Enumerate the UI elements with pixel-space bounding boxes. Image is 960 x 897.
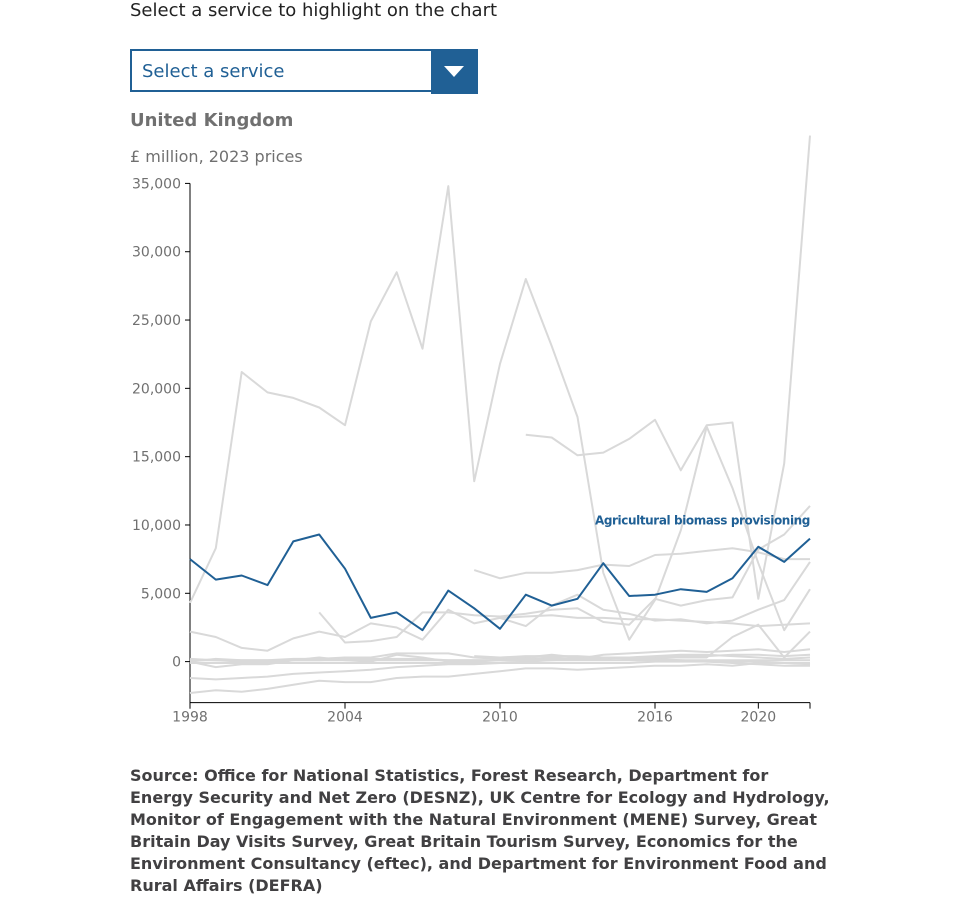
chevron-down-icon <box>444 66 464 77</box>
series-line <box>318 505 811 644</box>
y-tick-label: 0 <box>172 655 181 671</box>
x-axis: 1998 2004 2010 2016 2020 <box>172 702 811 726</box>
x-tick-label: 2020 <box>741 710 777 726</box>
highlighted-series-label: Agricultural biomass provisioning <box>595 514 810 528</box>
line-chart: 0 5,000 10,000 15,000 20,000 25,000 30,000 35,0… <box>132 135 811 726</box>
series-line <box>474 655 810 667</box>
select-prompt: Select a service to highlight on the cha… <box>130 0 498 21</box>
chart-lines <box>189 135 811 694</box>
y-tick-label: 5,000 <box>141 586 181 602</box>
select-value: Select a service <box>142 61 285 82</box>
service-select[interactable]: Select a service <box>130 49 478 94</box>
series-line <box>189 561 811 652</box>
x-tick-label: 2010 <box>482 710 518 726</box>
series-line <box>499 614 811 628</box>
series-line <box>525 135 811 600</box>
x-tick-label: 1998 <box>172 710 208 726</box>
y-tick-label: 35,000 <box>132 176 181 192</box>
y-axis: 0 5,000 10,000 15,000 20,000 25,000 30,000 35,0… <box>132 176 191 703</box>
x-tick-label: 2004 <box>327 710 363 726</box>
series-line <box>189 185 811 641</box>
series-line <box>473 547 810 580</box>
y-tick-label: 20,000 <box>132 381 181 397</box>
y-tick-label: 10,000 <box>132 518 181 534</box>
y-tick-label: 15,000 <box>132 450 181 466</box>
y-tick-label: 30,000 <box>132 245 181 261</box>
chart-title: United Kingdom <box>130 110 294 131</box>
x-tick-label: 2016 <box>637 710 673 726</box>
y-tick-label: 25,000 <box>132 313 181 329</box>
series-line <box>190 660 810 664</box>
chart-unit-label: £ million, 2023 prices <box>130 147 303 166</box>
series-line <box>189 662 811 694</box>
highlighted-series-line <box>189 533 811 632</box>
dropdown-button[interactable] <box>431 49 478 94</box>
series-line <box>189 623 811 663</box>
source-note: Source: Office for National Statistics, … <box>130 766 830 895</box>
